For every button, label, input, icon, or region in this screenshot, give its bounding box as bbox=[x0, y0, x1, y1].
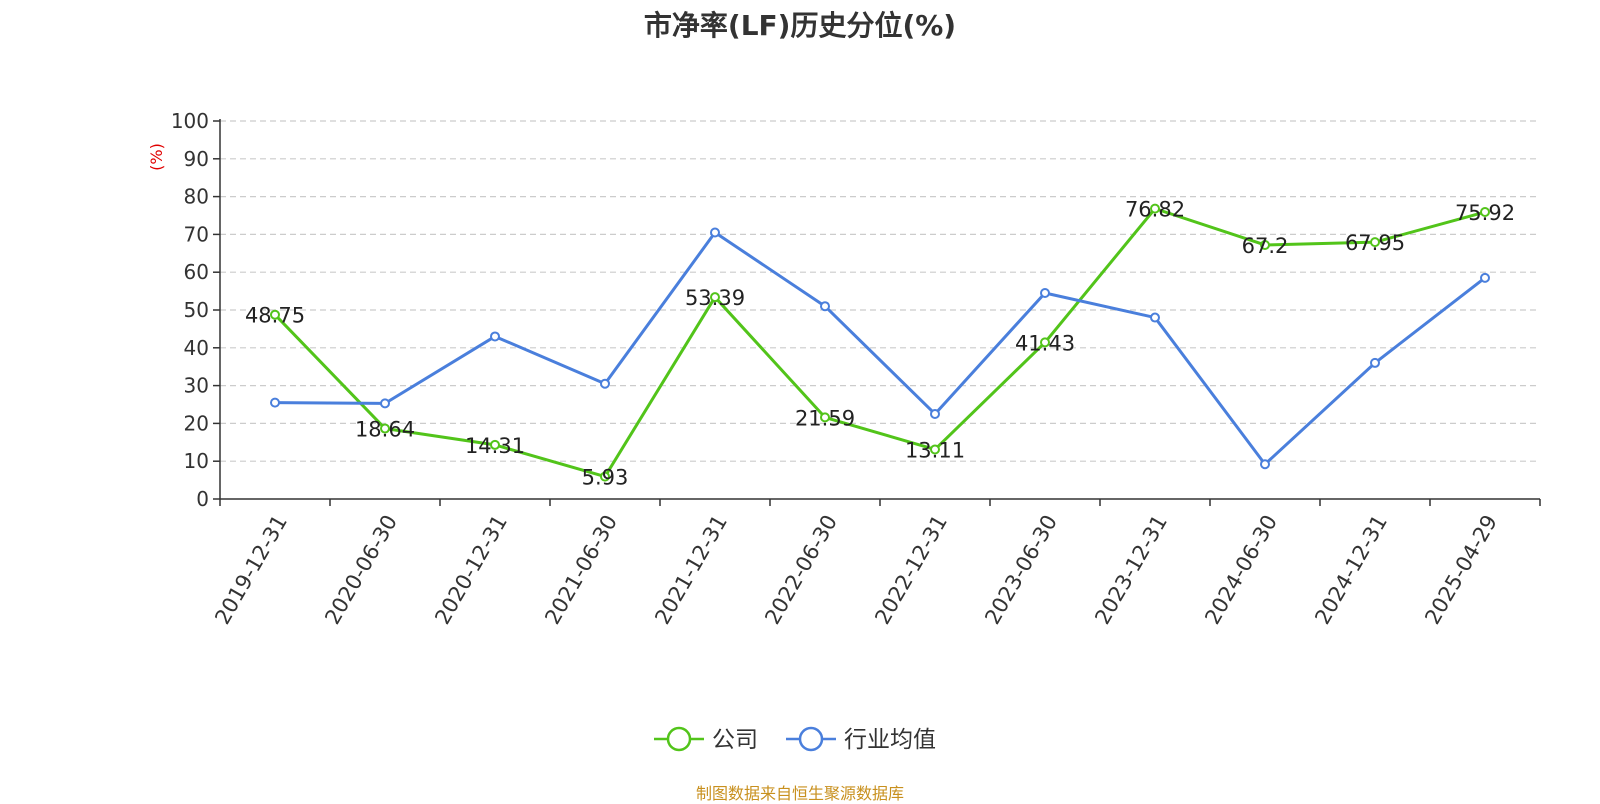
data-point bbox=[380, 423, 390, 434]
y-tick-label: 30 bbox=[184, 374, 209, 398]
data-label: 13.11 bbox=[905, 438, 965, 462]
legend-marker-icon bbox=[798, 726, 824, 752]
y-tick-label: 50 bbox=[184, 298, 209, 322]
data-point bbox=[490, 331, 500, 342]
y-tick-label: 10 bbox=[184, 449, 209, 473]
data-point bbox=[600, 471, 610, 482]
x-tick-label: 2025-04-29 bbox=[1420, 511, 1502, 629]
grid-lines bbox=[220, 120, 1540, 462]
y-tick-label: 0 bbox=[196, 487, 209, 511]
data-point bbox=[600, 378, 610, 389]
x-tick-label: 2021-12-31 bbox=[650, 511, 732, 629]
y-tick-label: 80 bbox=[184, 185, 209, 209]
data-point bbox=[1040, 337, 1050, 348]
data-point bbox=[930, 444, 940, 455]
data-point bbox=[1480, 207, 1490, 218]
data-label: 67.2 bbox=[1242, 234, 1289, 258]
data-point bbox=[1480, 272, 1490, 283]
x-tick-label: 2022-06-30 bbox=[760, 511, 842, 629]
series-layer bbox=[270, 203, 1490, 482]
legend-item[interactable]: 行业均值 bbox=[786, 726, 936, 753]
data-point bbox=[820, 301, 830, 312]
data-label: 41.43 bbox=[1015, 331, 1075, 355]
chart-title: 市净率(LF)历史分位(%) bbox=[643, 9, 957, 42]
source-note: 制图数据来自恒生聚源数据库 bbox=[695, 784, 904, 803]
x-tick-label: 2024-06-30 bbox=[1200, 511, 1282, 629]
y-tick-label: 100 bbox=[171, 109, 209, 133]
series-line bbox=[274, 231, 1486, 466]
series-line bbox=[273, 207, 1486, 479]
data-label: 53.39 bbox=[685, 286, 745, 310]
data-label: 67.95 bbox=[1345, 231, 1405, 255]
y-tick-label: 20 bbox=[184, 411, 209, 435]
data-point bbox=[270, 309, 280, 320]
data-label: 48.75 bbox=[245, 304, 305, 328]
data-point bbox=[380, 398, 390, 409]
y-tick-label: 60 bbox=[184, 260, 209, 284]
data-point bbox=[930, 408, 940, 419]
data-label: 76.82 bbox=[1125, 198, 1185, 222]
legend[interactable]: 公司 行业均值 bbox=[654, 726, 936, 753]
y-tick-label: 90 bbox=[184, 147, 209, 171]
legend-item[interactable]: 公司 bbox=[654, 726, 758, 753]
x-tick-label: 2022-12-31 bbox=[870, 511, 952, 629]
x-tick-label: 2020-06-30 bbox=[320, 511, 402, 629]
data-point bbox=[710, 292, 720, 303]
data-point bbox=[710, 227, 720, 238]
x-tick-label: 2023-12-31 bbox=[1090, 511, 1172, 629]
legend-label: 行业均值 bbox=[844, 727, 936, 753]
axes: 0 10 20 30 40 50 60 70 80 90 100 2019-12-31 2020-06-… bbox=[171, 109, 1541, 629]
data-point bbox=[1150, 312, 1160, 323]
data-point bbox=[1150, 203, 1160, 214]
data-label: 5.93 bbox=[582, 466, 629, 490]
x-tick-label: 2024-12-31 bbox=[1310, 511, 1392, 629]
data-point bbox=[1370, 357, 1380, 368]
data-point bbox=[1260, 239, 1270, 250]
data-labels: 48.75 18.64 14.31 5.93 53.39 21.59 13.11 41.43 7… bbox=[245, 198, 1515, 490]
data-point bbox=[1040, 287, 1050, 298]
data-label: 21.59 bbox=[795, 406, 855, 430]
data-point bbox=[820, 412, 830, 423]
data-label: 75.92 bbox=[1455, 201, 1515, 225]
data-label: 18.64 bbox=[355, 418, 415, 442]
data-point bbox=[270, 397, 280, 408]
y-axis-label: (%) bbox=[147, 143, 166, 171]
data-label: 14.31 bbox=[465, 434, 525, 458]
y-tick-label: 70 bbox=[184, 222, 209, 246]
data-point bbox=[1260, 459, 1270, 470]
x-tick-label: 2020-12-31 bbox=[430, 511, 512, 629]
x-tick-label: 2019-12-31 bbox=[210, 511, 292, 629]
legend-marker-icon bbox=[666, 726, 692, 752]
data-point bbox=[490, 439, 500, 450]
x-tick-label: 2021-06-30 bbox=[540, 511, 622, 629]
y-tick-label: 40 bbox=[184, 336, 209, 360]
legend-label: 公司 bbox=[712, 727, 758, 753]
data-point bbox=[1370, 237, 1380, 248]
x-tick-label: 2023-06-30 bbox=[980, 511, 1062, 629]
